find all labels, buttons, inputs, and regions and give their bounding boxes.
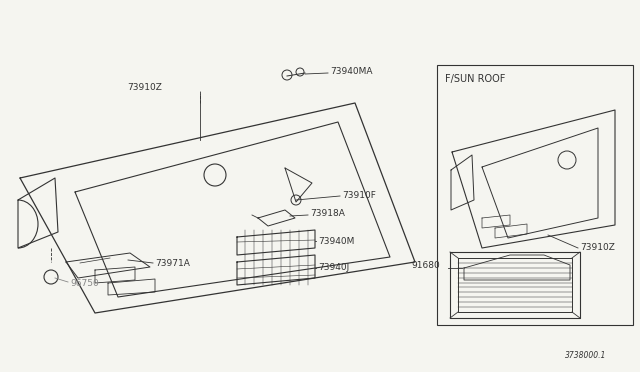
Bar	[437, 65, 633, 325]
Text: 73918A: 73918A	[310, 209, 345, 218]
Text: 73940M: 73940M	[318, 237, 355, 246]
Text: 73940MA: 73940MA	[330, 67, 372, 77]
Text: 3738000.1: 3738000.1	[565, 351, 606, 360]
Text: 73910Z: 73910Z	[580, 244, 615, 253]
Text: 73910F: 73910F	[342, 192, 376, 201]
Text: 73910Z: 73910Z	[127, 83, 163, 93]
Text: 91680: 91680	[412, 260, 440, 269]
Text: 96750: 96750	[70, 279, 99, 288]
Text: 73940J: 73940J	[318, 263, 349, 273]
Text: F/SUN ROOF: F/SUN ROOF	[445, 74, 506, 84]
Text: 73971A: 73971A	[155, 259, 190, 267]
